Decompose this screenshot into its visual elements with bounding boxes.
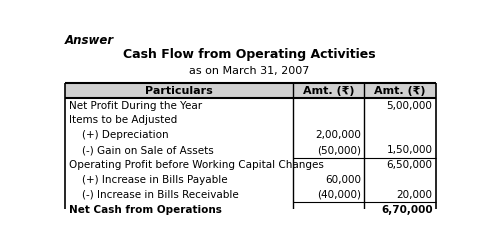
Text: (-) Gain on Sale of Assets: (-) Gain on Sale of Assets (69, 145, 214, 155)
Text: Particulars: Particulars (145, 86, 212, 96)
Text: as on March 31, 2007: as on March 31, 2007 (189, 66, 309, 76)
Text: Net Profit During the Year: Net Profit During the Year (69, 101, 202, 111)
Text: 60,000: 60,000 (325, 175, 361, 185)
Text: (-) Increase in Bills Receivable: (-) Increase in Bills Receivable (69, 190, 239, 200)
Text: 6,50,000: 6,50,000 (386, 160, 433, 170)
Text: 2,00,000: 2,00,000 (315, 130, 361, 140)
Text: (+) Increase in Bills Payable: (+) Increase in Bills Payable (69, 175, 227, 185)
Text: Answer: Answer (65, 34, 114, 47)
Text: Amt. (₹): Amt. (₹) (374, 86, 426, 96)
Text: 1,50,000: 1,50,000 (386, 145, 433, 155)
Text: Cash Flow from Operating Activities: Cash Flow from Operating Activities (123, 48, 375, 61)
Text: (40,000): (40,000) (317, 190, 361, 200)
Text: 20,000: 20,000 (397, 190, 433, 200)
Text: Net Cash from Operations: Net Cash from Operations (69, 204, 222, 215)
Text: (+) Depreciation: (+) Depreciation (69, 130, 169, 140)
Text: 6,70,000: 6,70,000 (381, 204, 433, 215)
Text: (50,000): (50,000) (317, 145, 361, 155)
Text: Amt. (₹): Amt. (₹) (303, 86, 354, 96)
Bar (65, 83, 435, 98)
Text: 5,00,000: 5,00,000 (387, 101, 433, 111)
Text: Items to be Adjusted: Items to be Adjusted (69, 115, 177, 125)
Text: Operating Profit before Working Capital Changes: Operating Profit before Working Capital … (69, 160, 324, 170)
